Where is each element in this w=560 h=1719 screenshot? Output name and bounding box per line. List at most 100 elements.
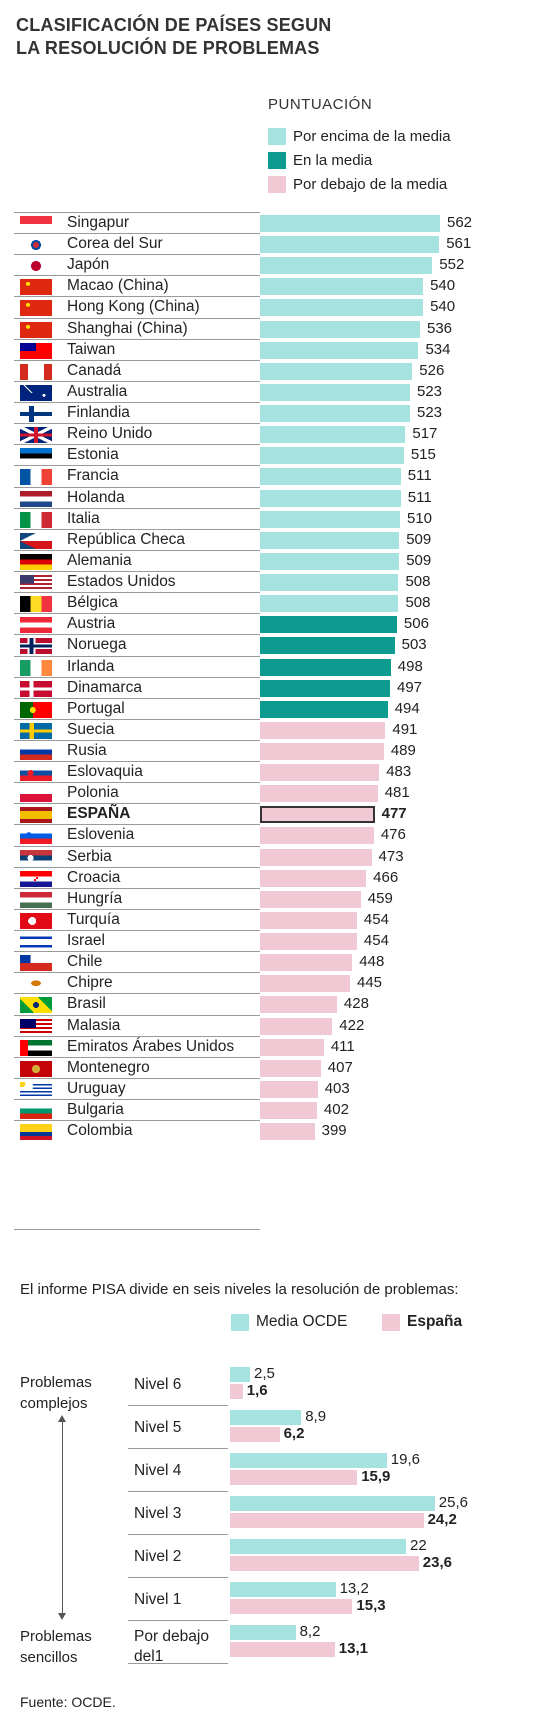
row-divider [14, 697, 260, 699]
levels-legend-swatch-spain [382, 1313, 400, 1331]
spain-bar [230, 1384, 243, 1399]
score-value: 428 [343, 995, 369, 1013]
row-divider [14, 592, 260, 594]
row-divider [14, 571, 260, 573]
country-row: Irlanda 498 [14, 655, 514, 679]
ocde-bar [230, 1539, 406, 1554]
legend-label-average: En la media [293, 151, 373, 169]
row-divider [14, 233, 260, 235]
country-name: Suecia [67, 720, 115, 738]
country-row: Croacia 466 [14, 866, 514, 890]
score-bar [260, 869, 367, 887]
country-name: Dinamarca [67, 678, 142, 696]
country-name: Uruguay [67, 1079, 126, 1097]
country-name: Polonia [67, 784, 119, 802]
country-row: Eslovaquia 483 [14, 761, 514, 784]
score-bar [260, 299, 424, 317]
ocde-value: 8,9 [305, 1408, 327, 1425]
flag-spain-icon [20, 807, 52, 824]
score-value: 515 [410, 446, 436, 464]
score-bar [260, 1059, 321, 1077]
score-value: 448 [359, 953, 385, 971]
ocde-value: 22 [410, 1537, 427, 1554]
country-name: Eslovenia [67, 826, 135, 844]
country-row: Hong Kong (China) 540 [14, 296, 514, 319]
spain-value: 1,6 [246, 1382, 268, 1399]
row-divider [14, 1014, 260, 1016]
flag-slovenia-icon [20, 828, 52, 845]
legend-label-below: Por debajo de la media [293, 175, 448, 193]
row-divider [14, 1120, 260, 1122]
row-divider [14, 824, 260, 826]
score-bar [260, 975, 350, 993]
level-row: Por debajo del1 [128, 1621, 228, 1665]
score-bar [260, 595, 399, 613]
row-divider [14, 634, 260, 636]
level-label-line1: Nivel 2 [134, 1548, 182, 1565]
flag-france-icon [20, 469, 52, 486]
score-bar [260, 911, 357, 929]
ocde-bar [230, 1625, 296, 1640]
flag-malaysia-icon [20, 1018, 52, 1035]
ocde-value: 2,5 [254, 1365, 275, 1382]
score-bar [260, 890, 361, 908]
row-divider [14, 338, 260, 340]
country-name: Taiwan [67, 340, 116, 358]
side-label-complex-line2: complejos [20, 1395, 88, 1412]
country-row: Noruega 503 [14, 634, 514, 657]
score-value: 399 [321, 1122, 347, 1140]
level-divider [128, 1534, 228, 1535]
spain-value: 13,1 [338, 1640, 368, 1657]
level-label: Nivel 6 [134, 1375, 181, 1395]
country-name: Francia [67, 467, 119, 485]
score-bar [260, 806, 375, 824]
country-name: Canadá [67, 361, 122, 379]
level-row: Nivel 1 [128, 1578, 228, 1621]
score-value: 403 [324, 1079, 350, 1097]
score-bar [260, 257, 433, 275]
country-row: Estonia 515 [14, 444, 514, 467]
arrow-up-icon [58, 1415, 66, 1422]
legend-label-above: Por encima de la media [293, 127, 451, 145]
country-name: Noruega [67, 636, 127, 654]
chart-title-line1: CLASIFICACIÓN DE PAÍSES SEGUN [16, 15, 332, 35]
row-divider [14, 444, 260, 446]
score-value: 523 [417, 382, 443, 400]
flag-portugal-icon [20, 701, 52, 718]
row-divider [14, 866, 260, 868]
country-row: Bélgica 508 [14, 592, 514, 615]
score-value: 517 [412, 425, 438, 443]
row-divider [14, 761, 260, 763]
level-label-line1: Nivel 4 [134, 1462, 182, 1479]
flag-israel-icon [20, 934, 52, 951]
score-bar [260, 1038, 324, 1056]
flag-brazil-icon [20, 997, 52, 1014]
score-value: 540 [430, 298, 456, 316]
ocde-bar [230, 1496, 435, 1511]
levels-legend-label-ocde: Media OCDE [256, 1313, 348, 1330]
flag-austria-icon [20, 617, 52, 634]
flag-uae-icon [20, 1039, 52, 1056]
flag-colombia-icon [20, 1124, 52, 1141]
flag-macao-icon [20, 279, 52, 296]
country-name: Irlanda [67, 657, 115, 675]
score-value: 473 [378, 847, 404, 865]
score-bar [260, 236, 440, 254]
score-value: 445 [357, 974, 383, 992]
flag-cyprus-icon [20, 976, 52, 993]
flag-netherlands-icon [20, 490, 52, 507]
flag-serbia-icon [20, 849, 52, 866]
score-bar [260, 827, 374, 845]
country-row: Singapur 562 [14, 212, 514, 235]
spain-value: 15,3 [356, 1597, 386, 1614]
score-bar [260, 933, 357, 951]
spain-bar [230, 1599, 353, 1614]
country-name: ESPAÑA [67, 805, 131, 823]
level-divider [128, 1405, 228, 1406]
score-value: 561 [446, 235, 472, 253]
row-divider [14, 930, 260, 932]
arrow-down-icon [58, 1613, 66, 1620]
legend-item-average: En la media [268, 150, 372, 170]
country-row: Francia 511 [14, 465, 514, 488]
country-name: Brasil [67, 995, 106, 1013]
